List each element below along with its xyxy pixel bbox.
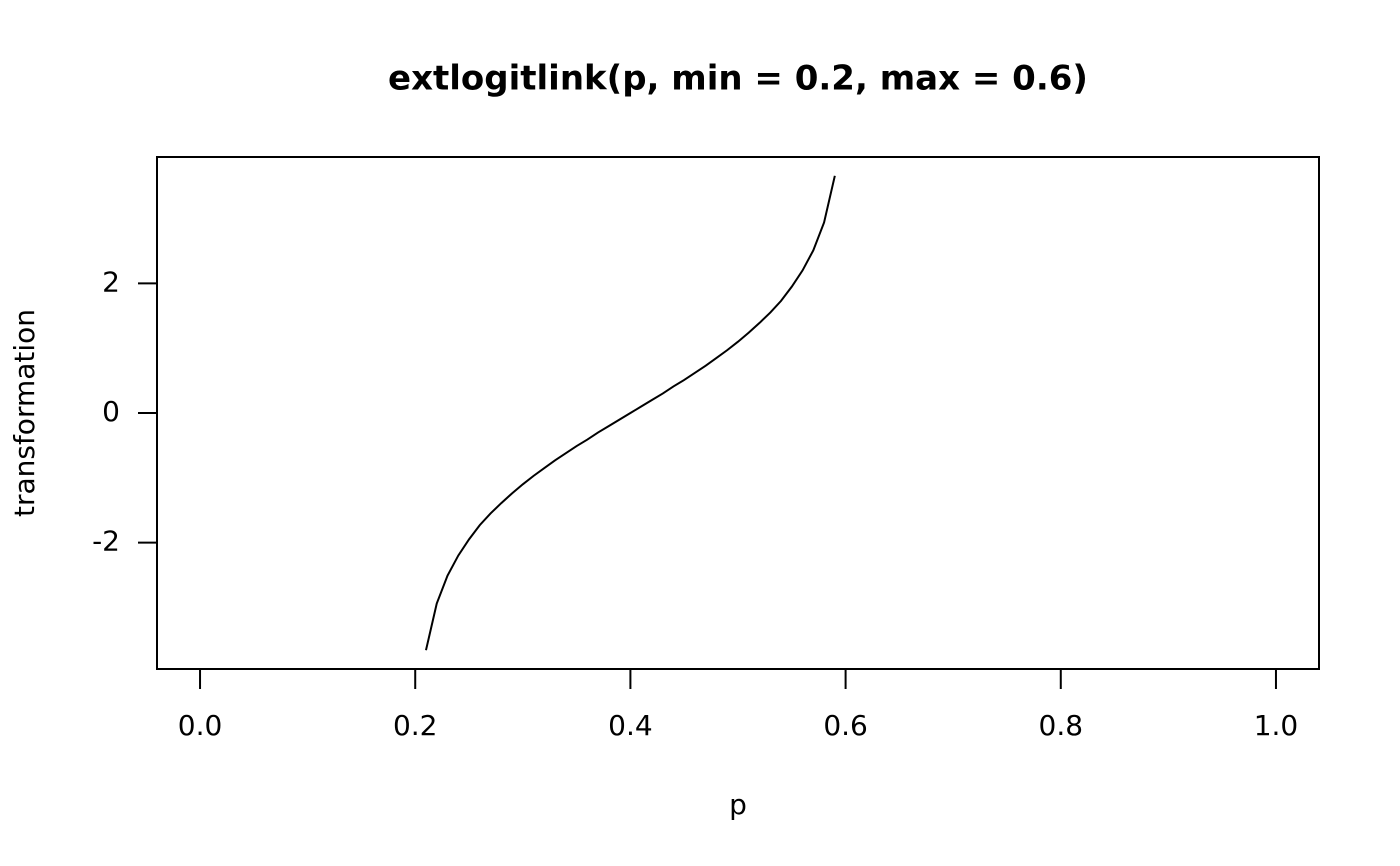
y-tick-label: 2 [102, 265, 120, 298]
chart-title: extlogitlink(p, min = 0.2, max = 0.6) [388, 59, 1088, 99]
y-tick-label: -2 [92, 525, 120, 558]
x-axis-label: p [729, 788, 747, 821]
plot-frame [156, 156, 1320, 670]
data-line [425, 175, 836, 651]
x-tick-label: 0.8 [1039, 709, 1084, 742]
y-axis-label: transformation [8, 309, 41, 517]
x-tick-label: 1.0 [1254, 709, 1299, 742]
x-tick-label: 0.6 [823, 709, 868, 742]
y-tick-label: 0 [102, 395, 120, 428]
x-tick-label: 0.0 [178, 709, 223, 742]
x-tick-label: 0.2 [393, 709, 438, 742]
x-tick-label: 0.4 [608, 709, 653, 742]
